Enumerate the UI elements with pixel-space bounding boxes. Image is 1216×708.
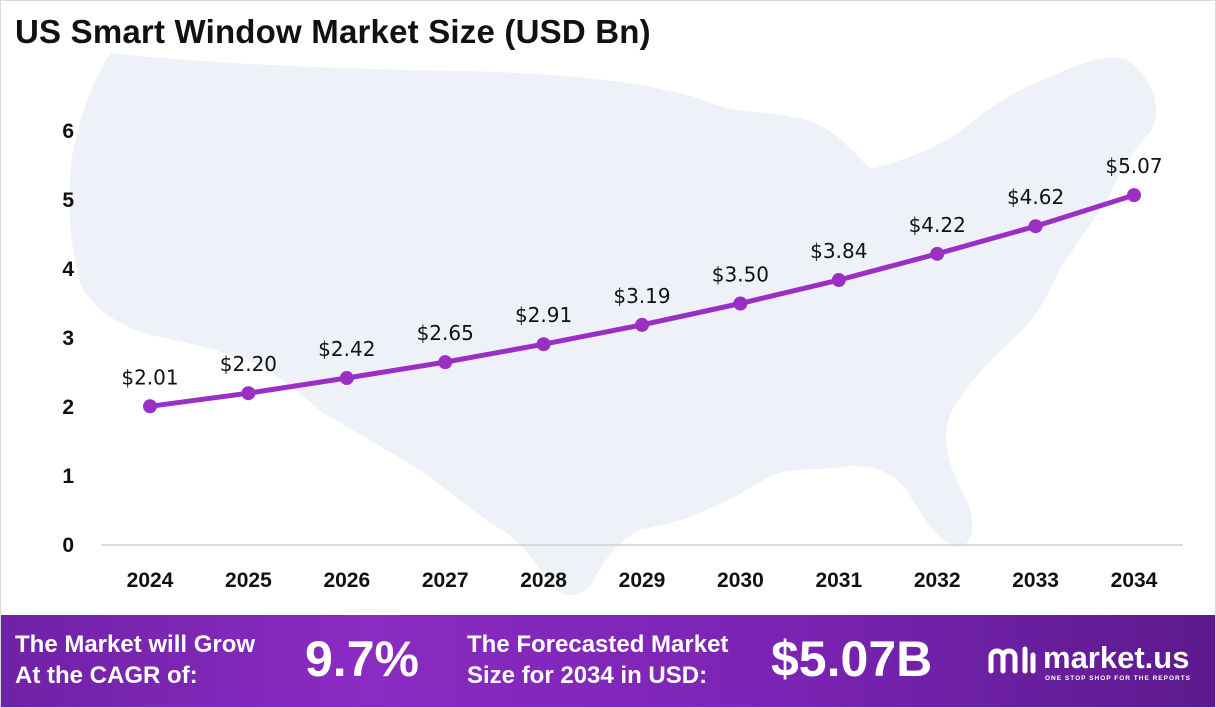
y-tick-label: 0 [62,534,74,557]
market-us-logo-icon [988,646,1036,674]
forecast-label-line1: The Forecasted Market [467,631,729,658]
forecast-label: The Forecasted Market Size for 2034 in U… [467,629,728,691]
x-tick-label: 2031 [815,569,862,592]
data-label: $2.20 [220,352,277,376]
data-point [339,371,354,386]
logo-wordmark: market.us [1043,640,1190,675]
x-tick-label: 2030 [717,569,764,592]
forecast-label-line2: Size for 2034 in USD: [467,662,708,689]
x-tick-label: 2034 [1111,569,1158,592]
cagr-label-line1: The Market will Grow [15,631,256,658]
chart-title: US Smart Window Market Size (USD Bn) [15,13,651,50]
data-point [1028,219,1043,234]
line-chart: 0 1 2 3 4 5 6 2024 2025 2026 2027 2028 2029 2030 2031… [62,53,1183,596]
cagr-label-line2: At the CAGR of: [15,662,198,689]
y-tick-label: 3 [62,327,74,350]
data-point [536,337,551,352]
x-tick-label: 2025 [225,569,272,592]
y-tick-label: 5 [62,189,74,212]
data-point [831,273,846,288]
y-tick-label: 2 [62,396,74,419]
data-label: $3.50 [712,263,769,287]
y-tick-label: 4 [62,258,74,281]
summary-banner: The Market will Grow At the CAGR of: 9.7… [1,615,1215,707]
data-point [143,399,157,414]
data-point [635,317,649,332]
data-label: $2.42 [318,337,375,361]
y-tick-label: 1 [62,465,74,488]
x-tick-label: 2033 [1012,569,1059,592]
forecast-value: $5.07B [771,631,933,687]
data-label: $2.65 [417,321,474,345]
data-point [438,355,453,370]
market-us-logo[interactable]: market.us ONE STOP SHOP FOR THE REPORTS [987,641,1209,685]
us-map-background [69,53,1157,596]
data-point [241,386,256,401]
data-label: $3.84 [810,239,867,263]
data-label: $5.07 [1105,154,1162,178]
data-label: $2.01 [121,365,178,389]
cagr-value: 9.7% [305,631,419,687]
data-label: $3.19 [613,284,670,308]
data-point [1127,188,1141,203]
x-tick-label: 2032 [914,569,961,592]
x-tick-label: 2026 [323,569,370,592]
x-tick-label: 2028 [520,569,567,592]
y-tick-label: 6 [62,120,74,143]
x-tick-label: 2027 [422,569,469,592]
data-point [733,296,748,311]
data-label: $4.62 [1007,185,1064,209]
data-label: $2.91 [515,303,572,327]
cagr-label: The Market will Grow At the CAGR of: [15,629,255,691]
x-tick-label: 2024 [127,569,174,592]
logo-tagline: ONE STOP SHOP FOR THE REPORTS [1045,675,1192,682]
data-point [930,246,945,261]
x-tick-label: 2029 [619,569,666,592]
data-label: $4.22 [909,213,966,237]
